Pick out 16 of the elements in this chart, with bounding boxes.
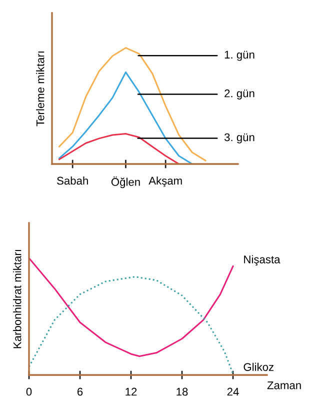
series-label: Glikoz (244, 362, 274, 371)
x-tick-label: Sabah (57, 176, 88, 185)
text: 1. gün (224, 50, 254, 61)
y-axis-title: Terleme miktarı (36, 52, 44, 126)
x-tick-label: 24 (227, 388, 239, 396)
x-tick-label: 6 (77, 388, 83, 396)
text: 3. gün (224, 133, 254, 144)
x-tick-label: 18 (176, 388, 188, 396)
series-label: Nişasta (244, 255, 280, 266)
x-tick-label: 12 (126, 388, 137, 396)
x-tick-label: 0 (26, 388, 32, 396)
x-tick-label: Öğlen (111, 176, 140, 188)
x-tick-label: Akşam (148, 176, 182, 187)
y-axis-title: Karbonhidrat miktarı (13, 250, 22, 348)
x-axis-title: Zaman (267, 381, 301, 390)
text: 2. gün (224, 89, 254, 100)
